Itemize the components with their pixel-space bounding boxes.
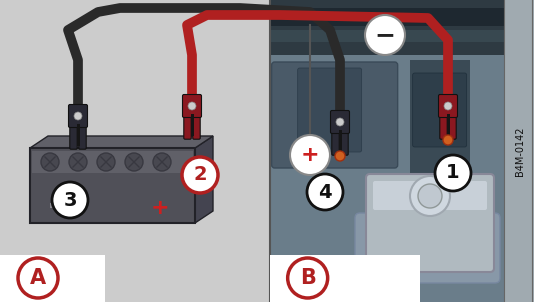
Circle shape (125, 153, 143, 171)
Circle shape (435, 155, 471, 191)
FancyBboxPatch shape (332, 127, 339, 155)
FancyBboxPatch shape (183, 95, 201, 117)
FancyBboxPatch shape (331, 111, 349, 133)
FancyBboxPatch shape (297, 68, 362, 152)
FancyBboxPatch shape (440, 111, 447, 139)
Bar (270, 255, 420, 302)
FancyBboxPatch shape (449, 111, 456, 139)
FancyBboxPatch shape (373, 181, 487, 210)
Bar (0, 0, 270, 302)
FancyBboxPatch shape (79, 121, 86, 149)
FancyBboxPatch shape (70, 121, 77, 149)
FancyBboxPatch shape (68, 104, 88, 127)
Circle shape (443, 135, 453, 145)
Bar (191, 114, 193, 136)
Text: 2: 2 (193, 165, 207, 185)
Text: 4: 4 (318, 182, 332, 201)
Circle shape (74, 112, 82, 120)
Bar (76, 124, 80, 146)
Circle shape (97, 153, 115, 171)
Bar (0, 255, 105, 302)
Polygon shape (195, 136, 213, 223)
Circle shape (69, 153, 87, 171)
Circle shape (444, 102, 452, 110)
Circle shape (52, 182, 88, 218)
Bar (270, 8, 504, 26)
Circle shape (365, 15, 405, 55)
FancyBboxPatch shape (272, 62, 398, 168)
Bar (270, 55, 504, 302)
Bar (446, 114, 450, 136)
Polygon shape (30, 136, 213, 148)
FancyBboxPatch shape (184, 111, 191, 139)
Bar (50, 203, 70, 208)
Circle shape (307, 174, 343, 210)
Circle shape (288, 258, 328, 298)
Text: −: − (374, 23, 396, 47)
Circle shape (41, 153, 59, 171)
Circle shape (18, 258, 58, 298)
Bar (270, 30, 504, 42)
Circle shape (418, 184, 442, 208)
FancyBboxPatch shape (366, 174, 494, 272)
Bar (32, 151, 193, 173)
FancyBboxPatch shape (355, 213, 500, 283)
Text: B4M-0142: B4M-0142 (515, 126, 525, 176)
Bar (410, 60, 470, 200)
Circle shape (188, 102, 196, 110)
Circle shape (410, 176, 450, 216)
Bar (504, 0, 534, 302)
Circle shape (335, 151, 345, 161)
FancyBboxPatch shape (341, 127, 348, 155)
Bar (270, 0, 534, 55)
Text: A: A (30, 268, 46, 288)
Text: 1: 1 (446, 163, 460, 182)
Circle shape (290, 135, 330, 175)
Text: B: B (300, 268, 316, 288)
Bar (30, 148, 195, 223)
Text: +: + (301, 145, 319, 165)
FancyBboxPatch shape (413, 73, 467, 147)
FancyBboxPatch shape (193, 111, 200, 139)
Circle shape (153, 153, 171, 171)
Circle shape (182, 157, 218, 193)
FancyBboxPatch shape (438, 95, 458, 117)
Text: +: + (151, 198, 169, 218)
Circle shape (336, 118, 344, 126)
Bar (339, 130, 342, 152)
Text: 3: 3 (63, 191, 77, 210)
